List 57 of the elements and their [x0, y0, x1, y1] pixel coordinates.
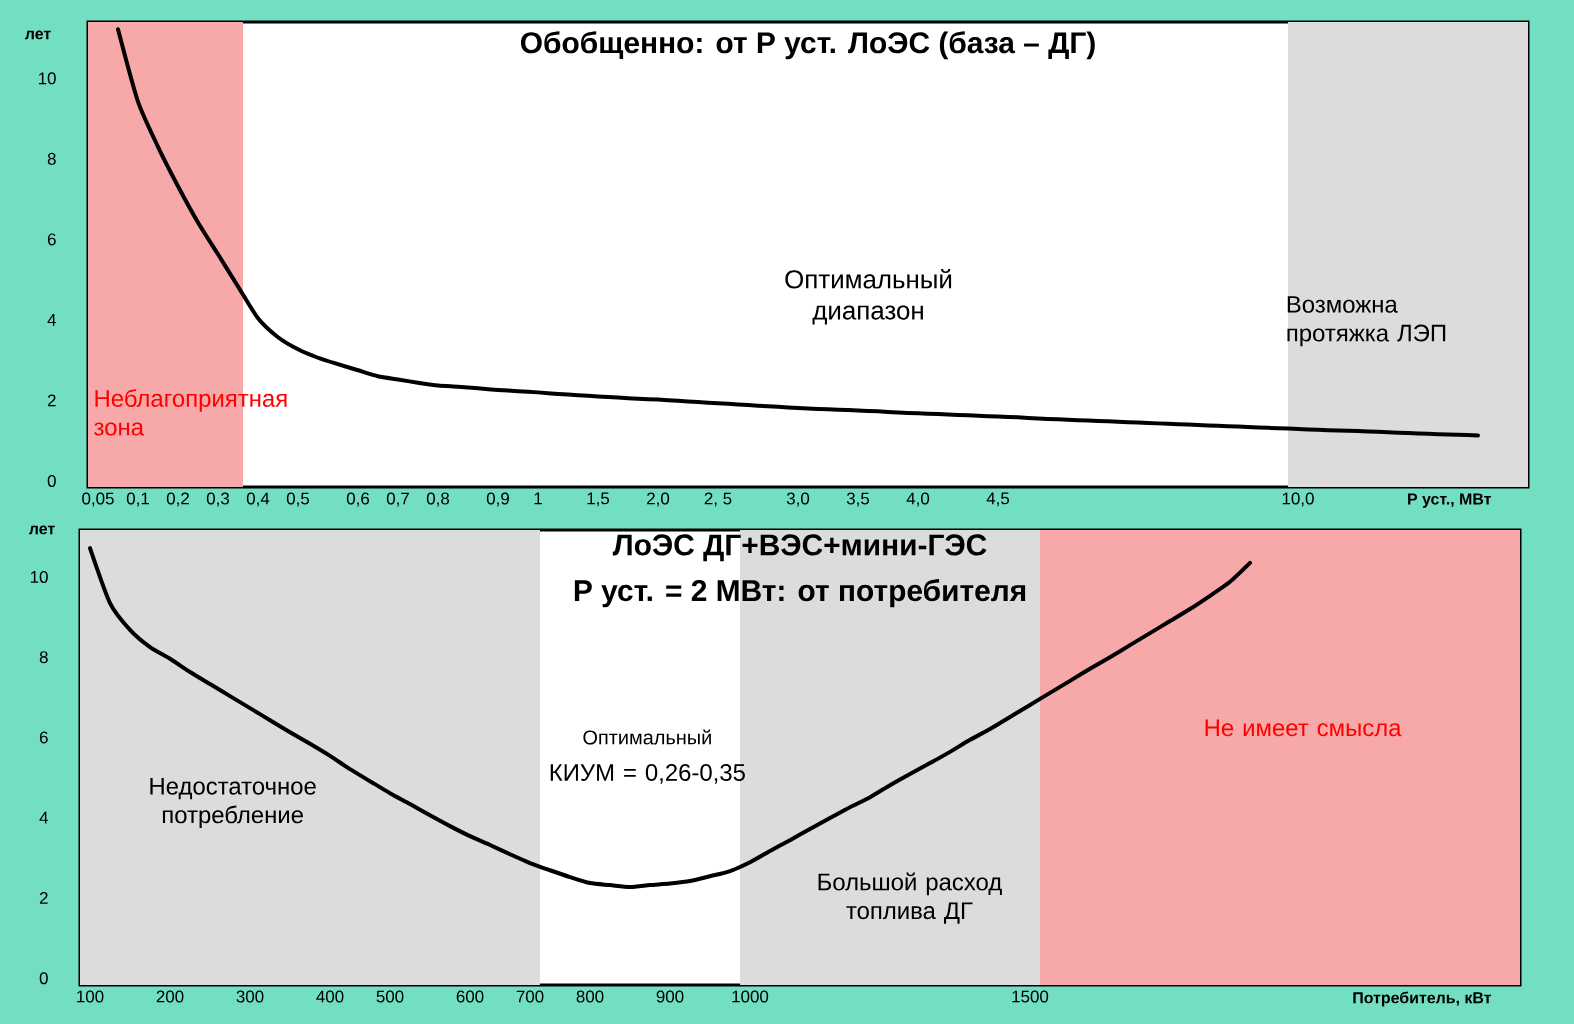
x-tick-label: 1500	[1012, 990, 1049, 1003]
x-tick-label: 4,0	[906, 492, 930, 507]
y-tick-label: 6	[47, 233, 56, 246]
x-tick-label: 2, 5	[704, 492, 732, 507]
annotation: Неблагоприятная зона	[94, 389, 287, 436]
y-tick-label: 6	[39, 731, 48, 744]
y-axis-title: лет	[28, 525, 55, 535]
y-tick-label: 8	[39, 651, 48, 664]
x-tick-label: 200	[156, 990, 184, 1003]
annotation: Оптимальный диапазон	[785, 269, 952, 325]
x-tick-label: 1	[534, 492, 542, 505]
band-label: Большой расход топлива ДГ	[818, 872, 1002, 924]
x-tick-label: 0,5	[286, 492, 310, 507]
x-tick-label: 3,5	[846, 492, 870, 507]
x-tick-label: 400	[316, 990, 344, 1003]
x-tick-label: 3,0	[786, 492, 810, 507]
y-tick-label: 4	[39, 811, 48, 824]
x-tick-label: 10,0	[1282, 492, 1314, 507]
x-tick-label: 0,8	[426, 492, 450, 507]
y-tick-label: 4	[47, 314, 56, 326]
x-tick-label: 0,1	[126, 492, 149, 507]
x-tick-label: 0,05	[82, 492, 114, 507]
x-axis-title: P уст., МВт	[1408, 493, 1492, 508]
x-tick-label: 700	[516, 990, 544, 1003]
annotation: Возможна протяжка ЛЭП	[1287, 296, 1446, 347]
y-tick-label: 8	[47, 152, 56, 165]
y-tick-label: 10	[38, 72, 56, 85]
annotation: Недостаточное потребление	[150, 777, 316, 829]
x-tick-label: 0,2	[166, 492, 189, 507]
x-tick-label: 0,7	[386, 492, 409, 507]
annotation: Не имеет смысла	[1205, 719, 1402, 737]
x-tick-label: 4,5	[986, 492, 1010, 507]
x-tick-label: 0,4	[246, 492, 270, 507]
chart-title: Обобщенно: от P уст. ЛоЭС (база – ДГ)	[520, 31, 1095, 60]
x-tick-label: 800	[576, 990, 604, 1003]
y-tick-label: 2	[47, 394, 56, 407]
y-tick-label: 2	[39, 892, 48, 904]
x-tick-label: 2,0	[647, 492, 670, 507]
x-tick-label: 0,3	[206, 492, 230, 507]
x-tick-label: 1000	[732, 990, 769, 1003]
chart-title: ЛоЭС ДГ+ВЭС+мини-ГЭС	[612, 534, 987, 562]
annotation: КИУМ = 0,26-0,35	[550, 764, 745, 784]
x-tick-label: 900	[656, 990, 684, 1003]
text: P уст. = 2 МВт: от потребителя	[574, 579, 1026, 608]
y-tick-label: 10	[30, 570, 48, 583]
x-axis-title: Потребитель, кВт	[1353, 991, 1492, 1007]
y-tick-label: 0	[47, 474, 56, 487]
y-tick-label: 0	[39, 972, 48, 985]
x-tick-label: 600	[456, 990, 484, 1003]
annotation: Оптимальный	[583, 729, 711, 745]
x-tick-label: 1,5	[587, 492, 610, 507]
x-tick-label: 300	[236, 990, 264, 1003]
x-tick-label: 100	[77, 990, 104, 1003]
x-tick-label: 0,9	[486, 492, 509, 507]
x-tick-label: 500	[376, 990, 404, 1003]
y-axis-title: лет	[24, 30, 51, 40]
x-tick-label: 0,6	[346, 492, 370, 507]
